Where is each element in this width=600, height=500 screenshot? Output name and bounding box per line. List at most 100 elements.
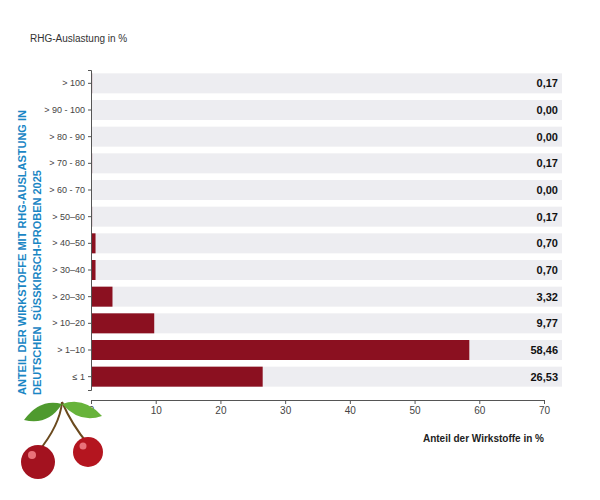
row-band — [91, 73, 562, 93]
row-band — [91, 233, 562, 253]
y-tick: > 70 - 80 — [49, 158, 91, 168]
chart: 0,170,000,000,170,000,170,700,703,329,77… — [0, 0, 600, 500]
data-label: 58,46 — [530, 344, 558, 356]
bars — [91, 73, 469, 386]
y-axis: > 100 > 90 - 100 > 80 - 90 > 70 - 80 > 60 - … — [44, 71, 91, 391]
row-band — [91, 100, 562, 120]
data-label: 0,00 — [537, 184, 558, 196]
data-label: 0,17 — [537, 211, 558, 223]
x-tick: 20 — [215, 400, 227, 416]
y-tick-label: > 40–50 — [52, 238, 85, 248]
y-tick: > 20–30 — [52, 292, 91, 302]
y-tick: > 10–20 — [52, 318, 91, 328]
x-tick: 60 — [474, 400, 486, 416]
leaf — [62, 402, 102, 419]
row-band — [91, 313, 562, 333]
data-label: 0,00 — [537, 104, 558, 116]
row-band — [91, 260, 562, 280]
x-tick: 40 — [345, 400, 357, 416]
y-tick-mark — [88, 83, 91, 84]
x-tick-label: 50 — [410, 405, 422, 416]
y-tick-label: > 1–10 — [57, 345, 85, 355]
x-tick-label: 10 — [151, 405, 163, 416]
x-tick: 10 — [151, 400, 163, 416]
y-tick: > 80 - 90 — [49, 132, 91, 142]
y-tick: > 50–60 — [52, 212, 91, 222]
y-tick: > 30–40 — [52, 265, 91, 275]
data-label: 0,70 — [537, 237, 558, 249]
x-tick-mark — [220, 400, 221, 404]
data-label: 0,00 — [537, 131, 558, 143]
y-tick-mark — [88, 270, 91, 271]
title-text: ANTEIL DER WIRKSTOFFE MIT RHG-AUSLASTUNG… — [16, 110, 43, 395]
y-tick: > 60 - 70 — [49, 185, 91, 195]
x-axis-line — [92, 401, 545, 405]
leaf — [24, 403, 62, 422]
x-axis: 010203040506070 — [89, 400, 551, 416]
y-axis-line — [88, 71, 92, 391]
row-band — [91, 207, 562, 227]
y-tick-label: > 50–60 — [52, 212, 85, 222]
x-tick-label: 30 — [280, 405, 292, 416]
x-tick-mark — [544, 400, 545, 404]
y-axis-title: RHG-Auslastung in % — [30, 33, 127, 44]
y-tick-label: ≤ 1 — [73, 372, 85, 382]
y-tick-mark — [88, 190, 91, 191]
cherry — [73, 437, 103, 467]
x-tick-label: 60 — [474, 405, 486, 416]
row-band — [91, 287, 562, 307]
y-tick-label: > 100 — [62, 78, 85, 88]
highlight — [28, 451, 36, 459]
row-band — [91, 180, 562, 200]
data-label: 0,70 — [537, 264, 558, 276]
bar — [91, 340, 469, 360]
x-tick-label: 20 — [215, 405, 227, 416]
x-tick-mark — [285, 400, 286, 404]
y-tick-mark — [88, 243, 91, 244]
row-band — [91, 127, 562, 147]
y-tick-mark — [88, 376, 91, 377]
y-tick-label: > 70 - 80 — [49, 158, 85, 168]
y-tick-mark — [88, 163, 91, 164]
x-tick-mark — [156, 400, 157, 404]
y-tick-mark — [88, 216, 91, 217]
bar — [91, 287, 112, 307]
y-tick-label: > 60 - 70 — [49, 185, 85, 195]
bar — [91, 313, 154, 333]
row-band — [91, 153, 562, 173]
y-tick-mark — [88, 110, 91, 111]
data-label: 0,17 — [537, 157, 558, 169]
x-axis-title: Anteil der Wirkstoffe in % — [423, 433, 544, 444]
y-tick-label: > 30–40 — [52, 265, 85, 275]
x-tick-label: 70 — [539, 405, 551, 416]
y-tick: > 90 - 100 — [44, 105, 91, 115]
row-band — [91, 340, 562, 360]
y-tick-mark — [88, 296, 91, 297]
y-tick: > 1–10 — [57, 345, 91, 355]
y-tick-label: > 20–30 — [52, 292, 85, 302]
x-tick: 30 — [280, 400, 292, 416]
y-tick-mark — [88, 136, 91, 137]
x-tick-mark — [479, 400, 480, 404]
data-labels: 0,170,000,000,170,000,170,700,703,329,77… — [530, 77, 558, 382]
x-tick-mark — [350, 400, 351, 404]
title-line: DEUTSCHEN SÜSSKIRSCH-PROBEN 2025 — [31, 170, 43, 395]
x-tick-mark — [415, 400, 416, 404]
row-band — [91, 367, 562, 387]
data-label: 9,77 — [537, 317, 558, 329]
x-tick: 50 — [410, 400, 422, 416]
bar — [91, 367, 263, 387]
x-tick-label: 40 — [345, 405, 357, 416]
y-tick-mark — [88, 323, 91, 324]
title-line: ANTEIL DER WIRKSTOFFE MIT RHG-AUSLASTUNG… — [16, 110, 28, 395]
y-tick: > 100 — [62, 78, 91, 88]
cherry-icon — [21, 402, 103, 479]
bands — [91, 73, 562, 386]
data-label: 3,32 — [537, 291, 558, 303]
y-tick-mark — [88, 350, 91, 351]
y-tick-label: > 10–20 — [52, 318, 85, 328]
data-label: 26,53 — [530, 371, 558, 383]
cherry — [21, 445, 55, 479]
highlight — [80, 443, 87, 450]
title: ANTEIL DER WIRKSTOFFE MIT RHG-AUSLASTUNG… — [16, 110, 43, 395]
